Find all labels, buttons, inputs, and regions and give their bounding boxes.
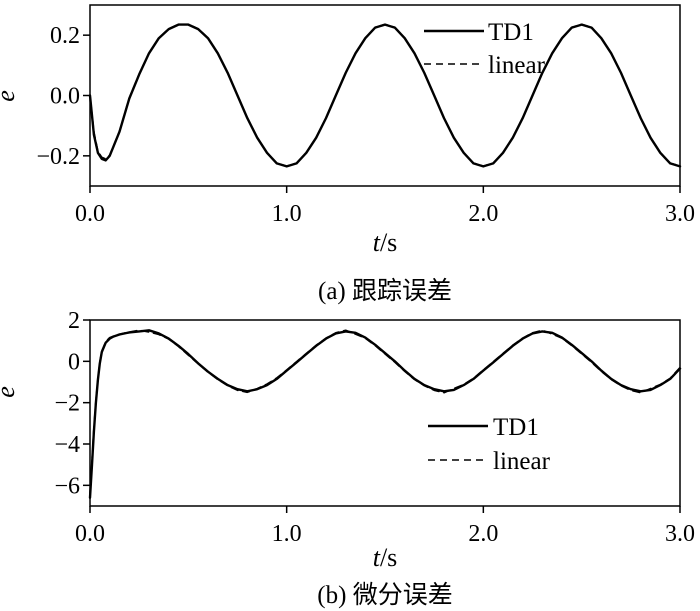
panel-b-xlabel-unit: /s bbox=[380, 543, 397, 572]
panel-a-legend-label-linear: linear bbox=[488, 52, 546, 79]
panel-a-series bbox=[88, 23, 682, 168]
panel-a-legend: TD1 linear bbox=[424, 19, 546, 79]
panel-b-xtick-label: 1.0 bbox=[272, 521, 302, 547]
panel-a-xtick-label: 1.0 bbox=[272, 201, 302, 227]
panel-b-xlabel: t/s bbox=[373, 543, 398, 572]
panel-b-xlabel-var: t bbox=[373, 543, 381, 572]
panel-b-ytick-label: −6 bbox=[54, 473, 80, 499]
panel-b-xtick-label: 2.0 bbox=[468, 521, 498, 547]
panel-b-series bbox=[88, 329, 682, 499]
panel-b-xtick-label: 0.0 bbox=[75, 521, 105, 547]
panel-a-ytick-label: −0.2 bbox=[36, 144, 80, 170]
panel-b-legend-label-td1: TD1 bbox=[493, 414, 539, 441]
panel-a-xtick-label: 3.0 bbox=[665, 201, 695, 227]
panel-a-ylabel: e bbox=[0, 90, 20, 102]
panel-b-caption: (b) 微分误差 bbox=[317, 581, 452, 609]
panel-b-ticks: 0.0 1.0 2.0 3.0 2 0 −2 −4 −6 bbox=[54, 308, 695, 547]
panel-b-legend-label-linear: linear bbox=[493, 448, 551, 475]
panel-b: 0.0 1.0 2.0 3.0 2 0 −2 −4 −6 ė t/s (b) 微分误差 TD1 … bbox=[0, 308, 695, 609]
panel-a-series-td1-line bbox=[88, 23, 682, 168]
panel-b-ylabel: ė bbox=[0, 386, 20, 398]
panel-a-xlabel-var: t bbox=[373, 228, 381, 257]
panel-b-series-linear-line bbox=[89, 329, 681, 495]
panel-b-xtick-label: 3.0 bbox=[665, 521, 695, 547]
panel-a-legend-label-td1: TD1 bbox=[488, 19, 534, 46]
panel-a-ytick-label: 0.2 bbox=[50, 23, 80, 49]
panel-b-ytick-label: −2 bbox=[54, 391, 80, 417]
panel-a-ticks: 0.0 1.0 2.0 3.0 0.2 0.0 −0.2 bbox=[36, 23, 695, 227]
panel-b-ytick-label: 2 bbox=[68, 308, 80, 334]
panel-a-xlabel: t/s bbox=[373, 228, 398, 257]
panel-a-series-linear-line bbox=[89, 23, 681, 167]
panel-a: 0.0 1.0 2.0 3.0 0.2 0.0 −0.2 e t/s (a) 跟踪误差 TD… bbox=[0, 4, 695, 305]
panel-a-xtick-label: 2.0 bbox=[468, 201, 498, 227]
panel-a-xlabel-unit: /s bbox=[380, 228, 397, 257]
panel-a-caption: (a) 跟踪误差 bbox=[318, 277, 452, 305]
panel-a-plot-frame bbox=[89, 4, 681, 187]
panel-b-legend: TD1 linear bbox=[428, 414, 551, 475]
panel-b-ytick-label: −4 bbox=[54, 432, 80, 458]
panel-b-ytick-label: 0 bbox=[68, 349, 80, 375]
panel-b-series-td1-line bbox=[88, 329, 682, 499]
panel-b-plot-frame bbox=[89, 319, 681, 507]
panel-a-ytick-label: 0.0 bbox=[50, 84, 80, 110]
panel-a-xtick-label: 0.0 bbox=[75, 201, 105, 227]
